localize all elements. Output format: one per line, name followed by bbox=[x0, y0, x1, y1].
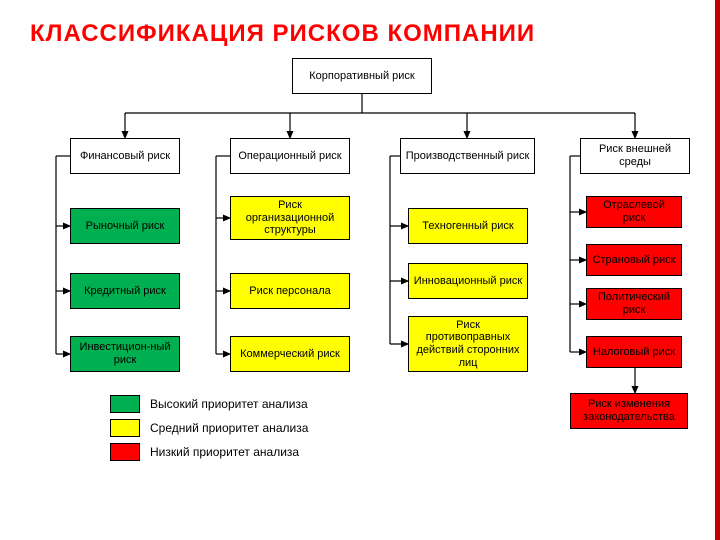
box-market-risk: Рыночный риск bbox=[70, 208, 180, 244]
box-thirdparty-risk: Риск противоправных действий сторонних л… bbox=[408, 316, 528, 372]
box-credit-risk: Кредитный риск bbox=[70, 273, 180, 309]
page-title: КЛАССИФИКАЦИЯ РИСКОВ КОМПАНИИ bbox=[30, 20, 690, 48]
box-production: Производственный риск bbox=[400, 138, 535, 174]
box-technogenic-risk: Техногенный риск bbox=[408, 208, 528, 244]
box-environment: Риск внешней среды bbox=[580, 138, 690, 174]
box-operational: Операционный риск bbox=[230, 138, 350, 174]
box-innovation-risk: Инновационный риск bbox=[408, 263, 528, 299]
legend: Высокий приоритет анализа Средний приори… bbox=[110, 395, 308, 467]
legend-label-high: Высокий приоритет анализа bbox=[150, 397, 308, 411]
legend-swatch-green bbox=[110, 395, 140, 413]
box-commercial-risk: Коммерческий риск bbox=[230, 336, 350, 372]
box-investment-risk: Инвестицион-ный риск bbox=[70, 336, 180, 372]
box-tax-risk: Налоговый риск bbox=[586, 336, 682, 368]
legend-swatch-red bbox=[110, 443, 140, 461]
box-country-risk: Страновый риск bbox=[586, 244, 682, 276]
box-root: Корпоративный риск bbox=[292, 58, 432, 94]
legend-row-high: Высокий приоритет анализа bbox=[110, 395, 308, 413]
slide-accent-bar bbox=[715, 0, 720, 540]
legend-swatch-yellow bbox=[110, 419, 140, 437]
box-org-structure-risk: Риск организационной структуры bbox=[230, 196, 350, 240]
legend-row-low: Низкий приоритет анализа bbox=[110, 443, 308, 461]
box-legislation-risk: Риск изменения законодательства bbox=[570, 393, 688, 429]
legend-label-low: Низкий приоритет анализа bbox=[150, 445, 299, 459]
box-political-risk: Политический риск bbox=[586, 288, 682, 320]
box-financial: Финансовый риск bbox=[70, 138, 180, 174]
box-personnel-risk: Риск персонала bbox=[230, 273, 350, 309]
box-industry-risk: Отраслевой риск bbox=[586, 196, 682, 228]
legend-label-medium: Средний приоритет анализа bbox=[150, 421, 308, 435]
legend-row-medium: Средний приоритет анализа bbox=[110, 419, 308, 437]
